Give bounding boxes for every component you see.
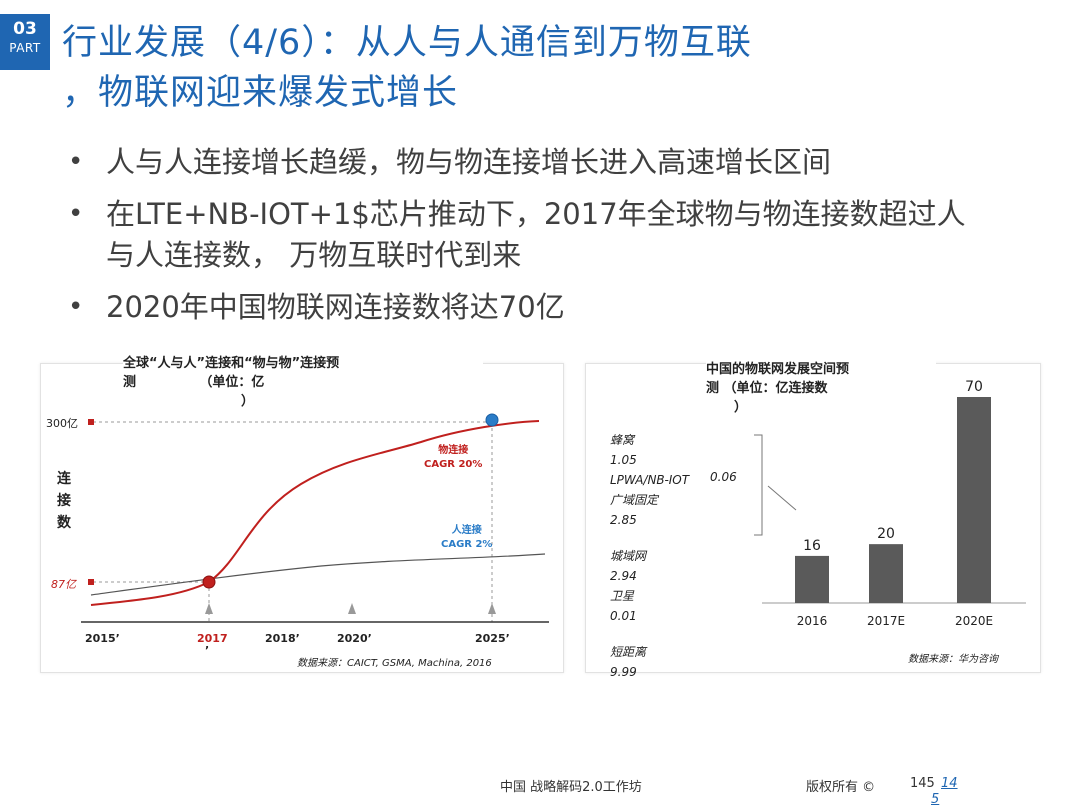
breakdown-man: 城域网 bbox=[610, 549, 647, 563]
right-chart-title-line2: 测 （单位：亿连接数 bbox=[706, 381, 828, 396]
triangle-2017 bbox=[205, 603, 213, 614]
x-label-2025: 2025’ bbox=[475, 632, 510, 645]
bar-2016 bbox=[795, 555, 829, 603]
china-iot-chart: 16 2016 20 2017E 70 2020E bbox=[754, 379, 1026, 628]
tick-marker-87 bbox=[88, 579, 94, 585]
left-chart-title-line3: ） bbox=[241, 394, 255, 409]
breakdown-cellular: 蜂窝 bbox=[610, 433, 635, 447]
left-chart-title: 全球“人与人”连接和“物与物”连接预 测 （单位：亿 ） bbox=[123, 354, 483, 411]
breakdown-wan-fixed: 广域固定 bbox=[610, 493, 659, 507]
bar-category-label: 2020E bbox=[955, 614, 993, 628]
people-connections-line bbox=[90, 553, 546, 596]
endpoint-2025 bbox=[485, 413, 499, 427]
footer-page-alt-a: 14 bbox=[941, 776, 958, 791]
breakdown-cellular-value: 1.05 bbox=[610, 453, 637, 467]
bar-category-label: 2017E bbox=[867, 614, 905, 628]
left-chart-title-line2: 测 （单位：亿 bbox=[123, 375, 265, 390]
breakdown-satellite-value: 0.01 bbox=[610, 609, 637, 623]
breakdown-lpwa-value: 0.06 bbox=[710, 470, 737, 484]
section-number: 03 bbox=[13, 19, 37, 39]
bar-2020E bbox=[957, 397, 991, 603]
breakdown-wan-fixed-value: 2.85 bbox=[610, 513, 637, 527]
bar-value-label: 70 bbox=[965, 379, 983, 395]
things-series-name: 物连接 bbox=[438, 445, 469, 456]
page-title: 行业发展（4/6）：从人与人通信到万物互联 ，物联网迎来爆发式增长 bbox=[62, 18, 1062, 118]
footer-copyright: 版权所有 © bbox=[806, 780, 876, 795]
breakdown-short-range: 短距离 bbox=[610, 645, 647, 659]
bars-group: 16 2016 20 2017E 70 2020E bbox=[795, 379, 993, 628]
bar-2017E bbox=[869, 544, 903, 603]
breakdown-bracket bbox=[754, 434, 763, 536]
triangle-2025 bbox=[488, 603, 496, 614]
y-tick-87: 87亿 bbox=[51, 578, 76, 591]
things-connections-line bbox=[90, 420, 540, 606]
breakdown-satellite: 卫星 bbox=[610, 589, 635, 603]
people-series-name: 人连接 bbox=[451, 525, 482, 536]
bullet-item: 在LTE+NB-IOT+1$芯片推动下，2017年全球物与物连接数超过人与人连接… bbox=[68, 194, 986, 276]
bar-category-label: 2016 bbox=[797, 614, 828, 628]
y-axis-label: 连 接 数 bbox=[57, 471, 71, 531]
breakdown-short-range-value: 9.99 bbox=[610, 665, 637, 679]
bullet-item: 人与人连接增长趋缓，物与物连接增长进入高速增长区间 bbox=[68, 142, 1058, 183]
footer-page-alt-b: 5 bbox=[931, 792, 940, 807]
breakdown-man-value: 2.94 bbox=[610, 569, 637, 583]
bracket-connector bbox=[767, 485, 797, 511]
title-line-2: ，物联网迎来爆发式增长 bbox=[62, 73, 459, 113]
tick-marker-300 bbox=[88, 419, 94, 425]
bullet-item: 2020年中国物联网连接数将达70亿 bbox=[68, 287, 1058, 328]
section-part-label: PART bbox=[9, 41, 41, 55]
china-iot-panel: 16 2016 20 2017E 70 2020E 中国的物联网发展空间预 测 （单位：亿… bbox=[585, 360, 1041, 679]
right-chart-title: 中国的物联网发展空间预 测 （单位：亿连接数 ） bbox=[706, 360, 936, 417]
x-label-2020: 2020’ bbox=[337, 632, 372, 645]
section-badge: 03 PART bbox=[0, 14, 50, 70]
x-label-2017-mark: ’ bbox=[205, 644, 210, 657]
people-series-label: 人连接 CAGR 2% bbox=[441, 524, 492, 552]
crossover-point bbox=[202, 575, 216, 589]
things-series-label: 物连接 CAGR 20% bbox=[424, 444, 482, 472]
x-label-2018: 2018’ bbox=[265, 632, 300, 645]
connections-forecast-chart bbox=[81, 413, 549, 623]
triangle-2020 bbox=[348, 603, 356, 614]
connections-forecast-panel: 全球“人与人”连接和“物与物”连接预 测 （单位：亿 ） 300亿 87亿 连 … bbox=[40, 354, 564, 673]
title-line-1: 行业发展（4/6）：从人与人通信到万物互联 bbox=[62, 23, 752, 63]
bar-value-label: 16 bbox=[803, 538, 821, 554]
left-chart-title-line1: 全球“人与人”连接和“物与物”连接预 bbox=[123, 356, 340, 371]
right-chart-title-line1: 中国的物联网发展空间预 bbox=[706, 362, 850, 377]
footer-page-number: 145 bbox=[910, 776, 935, 791]
right-chart-source: 数据来源：华为咨询 bbox=[908, 654, 998, 665]
bullet-list: 人与人连接增长趋缓，物与物连接增长进入高速增长区间 在LTE+NB-IOT+1$… bbox=[68, 142, 1058, 339]
right-chart-title-line3: ） bbox=[734, 400, 748, 415]
bar-value-label: 20 bbox=[877, 526, 895, 542]
y-tick-300: 300亿 bbox=[46, 417, 78, 430]
footer-org: 中国 战略解码2.0工作坊 bbox=[500, 780, 642, 795]
things-series-cagr: CAGR 20% bbox=[424, 459, 483, 470]
breakdown-list: 蜂窝 1.05 LPWA/NB-IOT 广域固定 2.85 城域网 2.94 卫… bbox=[610, 430, 689, 682]
breakdown-lpwa: LPWA/NB-IOT bbox=[610, 473, 690, 487]
x-label-2015: 2015’ bbox=[85, 632, 120, 645]
left-chart-source: 数据来源：CAICT, GSMA, Machina, 2016 bbox=[297, 658, 492, 669]
x-label-2017: 2017 bbox=[197, 632, 228, 645]
people-series-cagr: CAGR 2% bbox=[441, 539, 493, 550]
